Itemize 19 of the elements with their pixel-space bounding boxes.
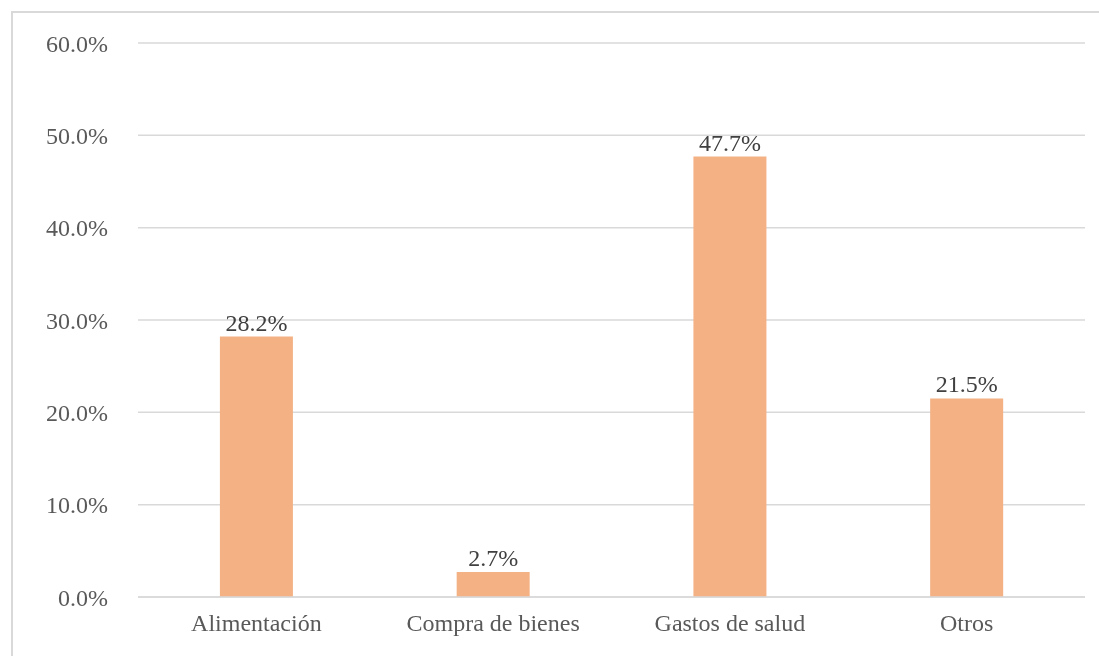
x-tick-label: Compra de bienes — [406, 610, 580, 637]
bar — [693, 156, 767, 597]
y-tick-label: 50.0% — [46, 122, 108, 149]
x-tick-label: Otros — [939, 610, 994, 637]
y-tick-label: 10.0% — [46, 492, 108, 519]
x-tick-label: Gastos de salud — [654, 610, 806, 637]
data-label: 2.7% — [468, 545, 519, 572]
y-tick-label: 0.0% — [58, 584, 108, 611]
bar — [456, 572, 530, 597]
bar — [930, 398, 1004, 597]
data-label: 47.7% — [698, 129, 761, 156]
y-tick-label: 60.0% — [46, 30, 108, 57]
bar — [219, 336, 293, 597]
y-tick-label: 40.0% — [46, 215, 108, 242]
data-label: 28.2% — [225, 309, 288, 336]
data-label: 21.5% — [935, 371, 998, 398]
y-tick-label: 30.0% — [46, 307, 108, 334]
y-tick-label: 20.0% — [46, 399, 108, 426]
x-tick-label: Alimentación — [191, 610, 322, 637]
